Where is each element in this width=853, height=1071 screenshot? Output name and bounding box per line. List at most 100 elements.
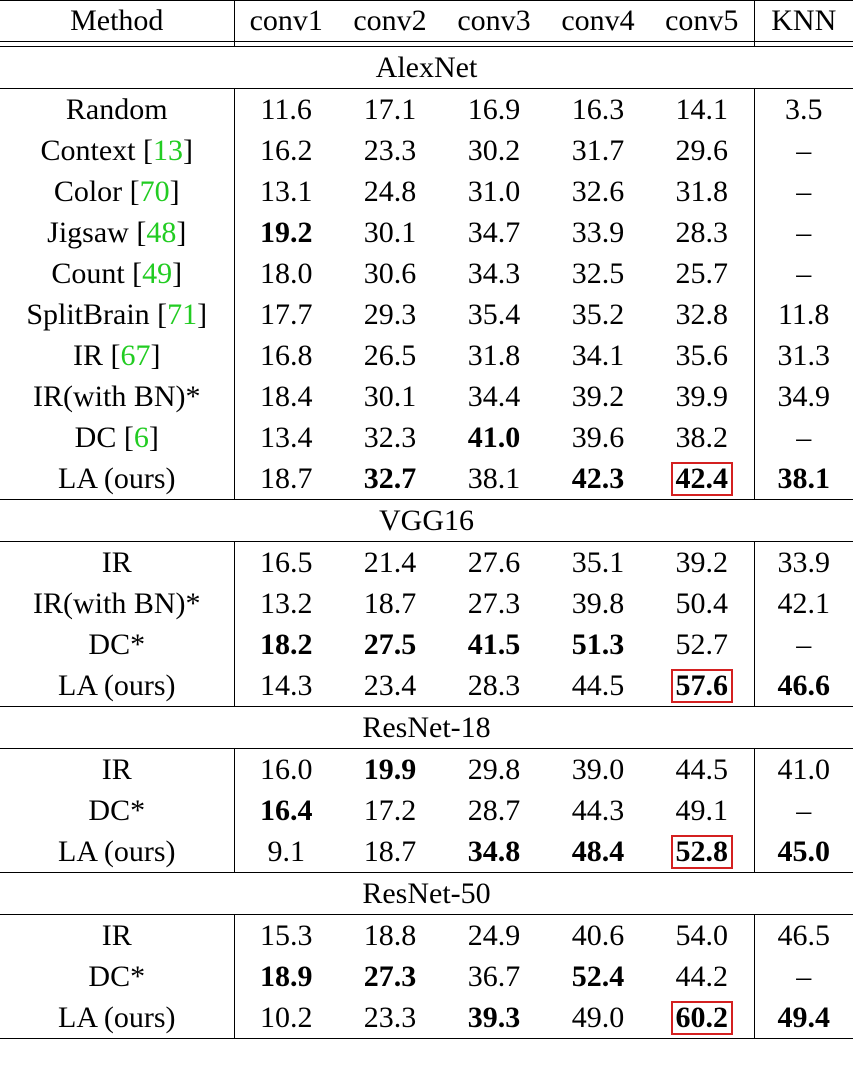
- value-cell: 13.2: [234, 583, 338, 624]
- value-cell: 39.8: [546, 583, 650, 624]
- value-cell: 41.5: [442, 624, 546, 665]
- value: 41.0: [777, 753, 831, 786]
- value-cell: 30.1: [338, 376, 442, 417]
- value: 31.8: [467, 339, 521, 372]
- value-cell: 18.8: [338, 915, 442, 957]
- value: 18.8: [363, 919, 417, 952]
- method-name: DC [: [74, 421, 134, 454]
- method-name: Jigsaw [: [47, 216, 147, 249]
- value: 15.3: [260, 919, 313, 952]
- value-cell: 41.0: [442, 417, 546, 458]
- value: 26.5: [363, 339, 417, 372]
- value: 11.6: [260, 93, 312, 126]
- value: –: [796, 257, 812, 290]
- citation-link[interactable]: 6: [133, 421, 149, 454]
- value: 27.3: [467, 587, 521, 620]
- section-title: VGG16: [0, 499, 853, 542]
- value: 34.8: [467, 835, 521, 868]
- value: 39.8: [571, 587, 625, 620]
- value-cell: 38.1: [442, 458, 546, 500]
- value-cell: –: [754, 790, 853, 831]
- method-cell: LA (ours): [0, 458, 235, 500]
- value-cell: 25.7: [650, 253, 755, 294]
- value-cell: 16.5: [234, 542, 338, 584]
- value: 34.7: [467, 216, 521, 249]
- value-cell: 16.2: [234, 130, 338, 171]
- value: 34.3: [467, 257, 521, 290]
- value: 38.2: [675, 421, 729, 454]
- value-cell: 35.4: [442, 294, 546, 335]
- method-name: Count [: [51, 257, 143, 290]
- method-name: IR(with BN)*: [33, 587, 201, 620]
- value-cell: –: [754, 624, 853, 665]
- value-cell: 46.6: [754, 665, 853, 707]
- value-cell: 16.8: [234, 335, 338, 376]
- value: 18.4: [260, 380, 313, 413]
- value-cell: 44.5: [650, 748, 755, 790]
- value: 18.7: [363, 835, 417, 868]
- citation-link[interactable]: 70: [139, 175, 170, 208]
- value-cell: 17.2: [338, 790, 442, 831]
- value-cell: 42.4: [650, 458, 755, 500]
- value-cell: 49.4: [754, 997, 853, 1039]
- value: 35.4: [467, 298, 521, 331]
- value: 50.4: [675, 587, 729, 620]
- value-cell: 48.4: [546, 831, 650, 873]
- method-name: IR: [101, 753, 132, 786]
- citation-link[interactable]: 13: [153, 134, 183, 167]
- section-header-row: VGG16: [0, 499, 853, 542]
- value-cell: 23.4: [338, 665, 442, 707]
- table-row: LA (ours) 14.3 23.4 28.3 44.5 57.6 46.6: [0, 665, 853, 707]
- value-cell: 32.8: [650, 294, 755, 335]
- value: 30.6: [363, 257, 417, 290]
- value: 36.7: [467, 960, 521, 993]
- value: 18.2: [260, 628, 313, 661]
- value-cell: 52.4: [546, 956, 650, 997]
- value-cell: –: [754, 171, 853, 212]
- value: 42.1: [777, 587, 831, 620]
- value-cell: 44.5: [546, 665, 650, 707]
- value-cell: 38.2: [650, 417, 755, 458]
- method-name: IR(with BN)*: [33, 380, 201, 413]
- value: –: [796, 960, 812, 993]
- table-row: IR(with BN)* 13.2 18.7 27.3 39.8 50.4 42.1: [0, 583, 853, 624]
- citation-link[interactable]: 49: [142, 257, 173, 290]
- value: 30.1: [363, 216, 417, 249]
- value: 18.9: [260, 960, 313, 993]
- value: 39.6: [571, 421, 625, 454]
- value-cell: 18.7: [338, 831, 442, 873]
- value: 27.6: [467, 546, 521, 579]
- value: 29.3: [363, 298, 417, 331]
- value-cell: 27.3: [442, 583, 546, 624]
- highlighted-best-value: 57.6: [670, 669, 733, 703]
- value: 25.7: [675, 257, 729, 290]
- value-cell: 32.6: [546, 171, 650, 212]
- value: 16.5: [260, 546, 313, 579]
- value: 28.3: [675, 216, 729, 249]
- method-cell: LA (ours): [0, 997, 235, 1039]
- value-cell: 40.6: [546, 915, 650, 957]
- value-cell: –: [754, 130, 853, 171]
- citation-link[interactable]: 48: [146, 216, 177, 249]
- value-cell: 31.8: [650, 171, 755, 212]
- method-name: SplitBrain [: [26, 298, 168, 331]
- header-conv2: conv2: [338, 0, 442, 42]
- value: –: [796, 216, 812, 249]
- value-cell: 39.2: [650, 541, 755, 583]
- method-cell: DC*: [0, 956, 235, 997]
- value: 46.6: [777, 669, 831, 702]
- value-cell: 44.3: [546, 790, 650, 831]
- citation-link[interactable]: 71: [167, 298, 198, 331]
- value-cell: 16.9: [442, 89, 546, 131]
- value: 41.0: [467, 421, 521, 454]
- value: 13.1: [260, 175, 313, 208]
- value-cell: 35.6: [650, 335, 755, 376]
- table-row: DC* 16.4 17.2 28.7 44.3 49.1 –: [0, 790, 853, 831]
- value-cell: 29.6: [650, 130, 755, 171]
- value-cell: 18.7: [338, 583, 442, 624]
- citation-link[interactable]: 67: [120, 339, 151, 372]
- value: 35.1: [571, 546, 625, 579]
- citation-bracket: ]: [183, 134, 193, 167]
- value-cell: 31.3: [754, 335, 853, 376]
